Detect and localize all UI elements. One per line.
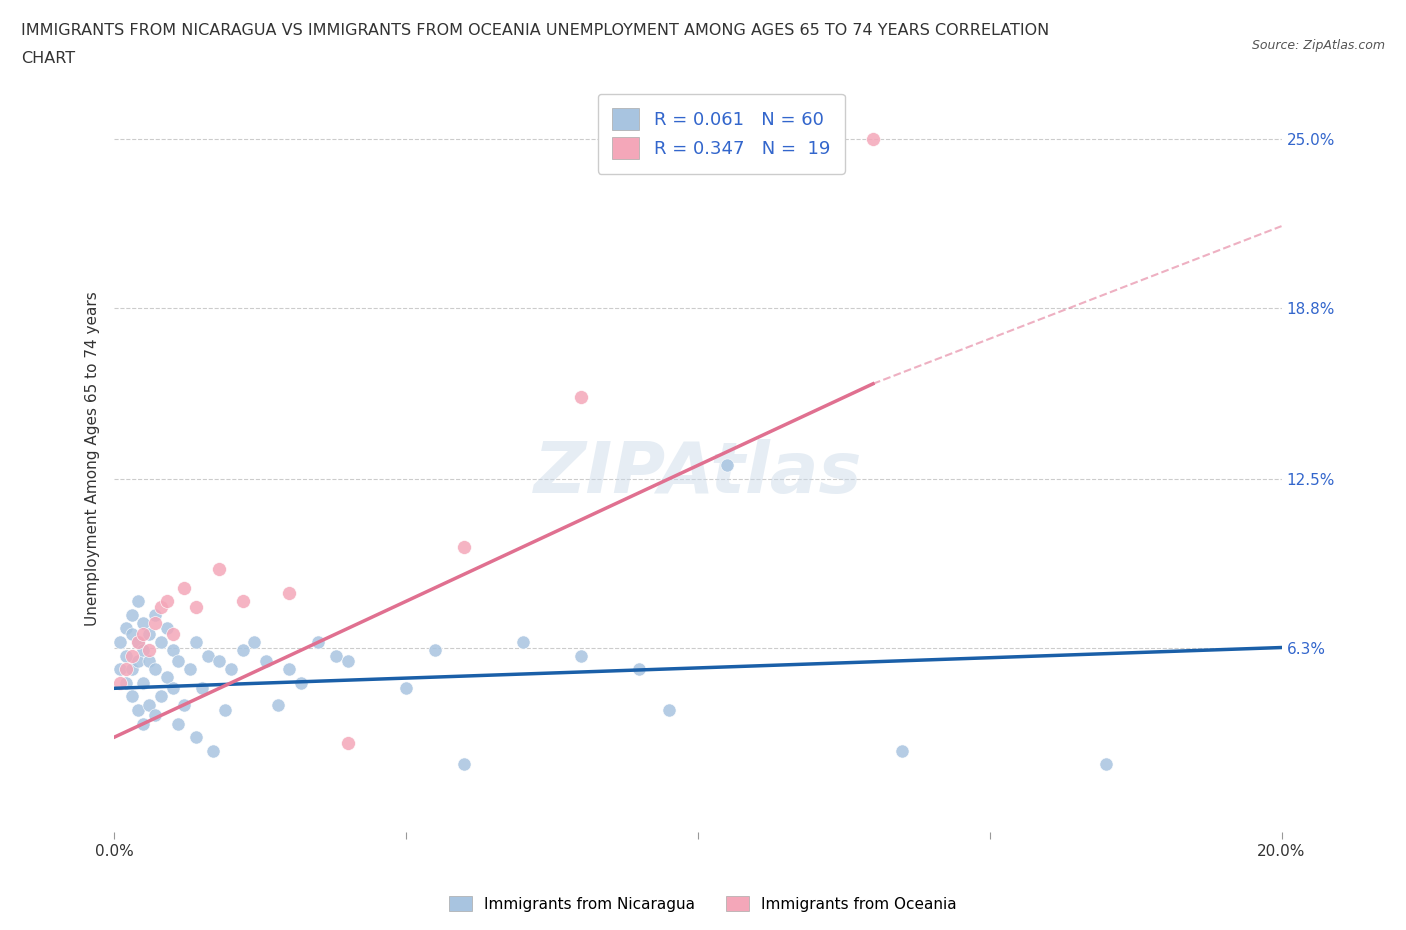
Point [266,698,288,712]
Point [108,662,131,677]
Point [115,621,138,636]
Point [243,634,266,649]
Text: CHART: CHART [21,51,75,66]
Point [156,621,179,636]
Point [179,662,201,677]
Point [143,607,166,622]
Point [628,662,651,677]
Point [325,648,347,663]
Point [658,702,681,717]
Point [156,594,179,609]
Point [232,594,254,609]
Point [127,634,149,649]
Point [173,580,195,595]
Point [127,594,149,609]
Point [569,390,592,405]
Point [143,708,166,723]
Point [219,662,242,677]
Point [290,675,312,690]
Point [138,654,160,669]
Point [108,675,131,690]
Point [208,654,231,669]
Point [208,561,231,576]
Point [132,643,155,658]
Point [121,689,143,704]
Point [143,662,166,677]
Point [197,648,219,663]
Point [156,670,179,684]
Point [162,643,184,658]
Point [149,634,172,649]
Point [862,132,884,147]
Point [132,616,155,631]
Point [121,607,143,622]
Text: Source: ZipAtlas.com: Source: ZipAtlas.com [1251,39,1385,52]
Point [278,586,301,601]
Point [143,616,166,631]
Point [149,689,172,704]
Point [121,662,143,677]
Point [214,702,236,717]
Point [512,634,534,649]
Point [149,599,172,614]
Point [138,627,160,642]
Point [184,634,207,649]
Point [127,634,149,649]
Point [127,654,149,669]
Point [184,599,207,614]
Point [184,730,207,745]
Point [115,648,138,663]
Point [569,648,592,663]
Point [891,743,914,758]
Point [121,648,143,663]
Point [108,634,131,649]
Point [336,736,359,751]
Point [138,698,160,712]
Legend: Immigrants from Nicaragua, Immigrants from Oceania: Immigrants from Nicaragua, Immigrants fr… [443,889,963,918]
Text: ZIPAtlas: ZIPAtlas [534,439,862,508]
Point [167,654,190,669]
Point [453,757,475,772]
Legend: R = 0.061   N = 60, R = 0.347   N =  19: R = 0.061 N = 60, R = 0.347 N = 19 [598,94,845,174]
Point [138,643,160,658]
Point [173,698,195,712]
Point [308,634,330,649]
Point [167,716,190,731]
Y-axis label: Unemployment Among Ages 65 to 74 years: Unemployment Among Ages 65 to 74 years [86,291,100,626]
Point [132,627,155,642]
Point [254,654,277,669]
Point [132,716,155,731]
Point [716,458,738,472]
Point [162,627,184,642]
Point [115,662,138,677]
Point [453,539,475,554]
Text: IMMIGRANTS FROM NICARAGUA VS IMMIGRANTS FROM OCEANIA UNEMPLOYMENT AMONG AGES 65 : IMMIGRANTS FROM NICARAGUA VS IMMIGRANTS … [21,23,1049,38]
Point [202,743,225,758]
Point [395,681,418,696]
Point [190,681,212,696]
Point [115,675,138,690]
Point [121,627,143,642]
Point [132,675,155,690]
Point [162,681,184,696]
Point [127,702,149,717]
Point [232,643,254,658]
Point [1095,757,1118,772]
Point [278,662,301,677]
Point [425,643,447,658]
Point [336,654,359,669]
